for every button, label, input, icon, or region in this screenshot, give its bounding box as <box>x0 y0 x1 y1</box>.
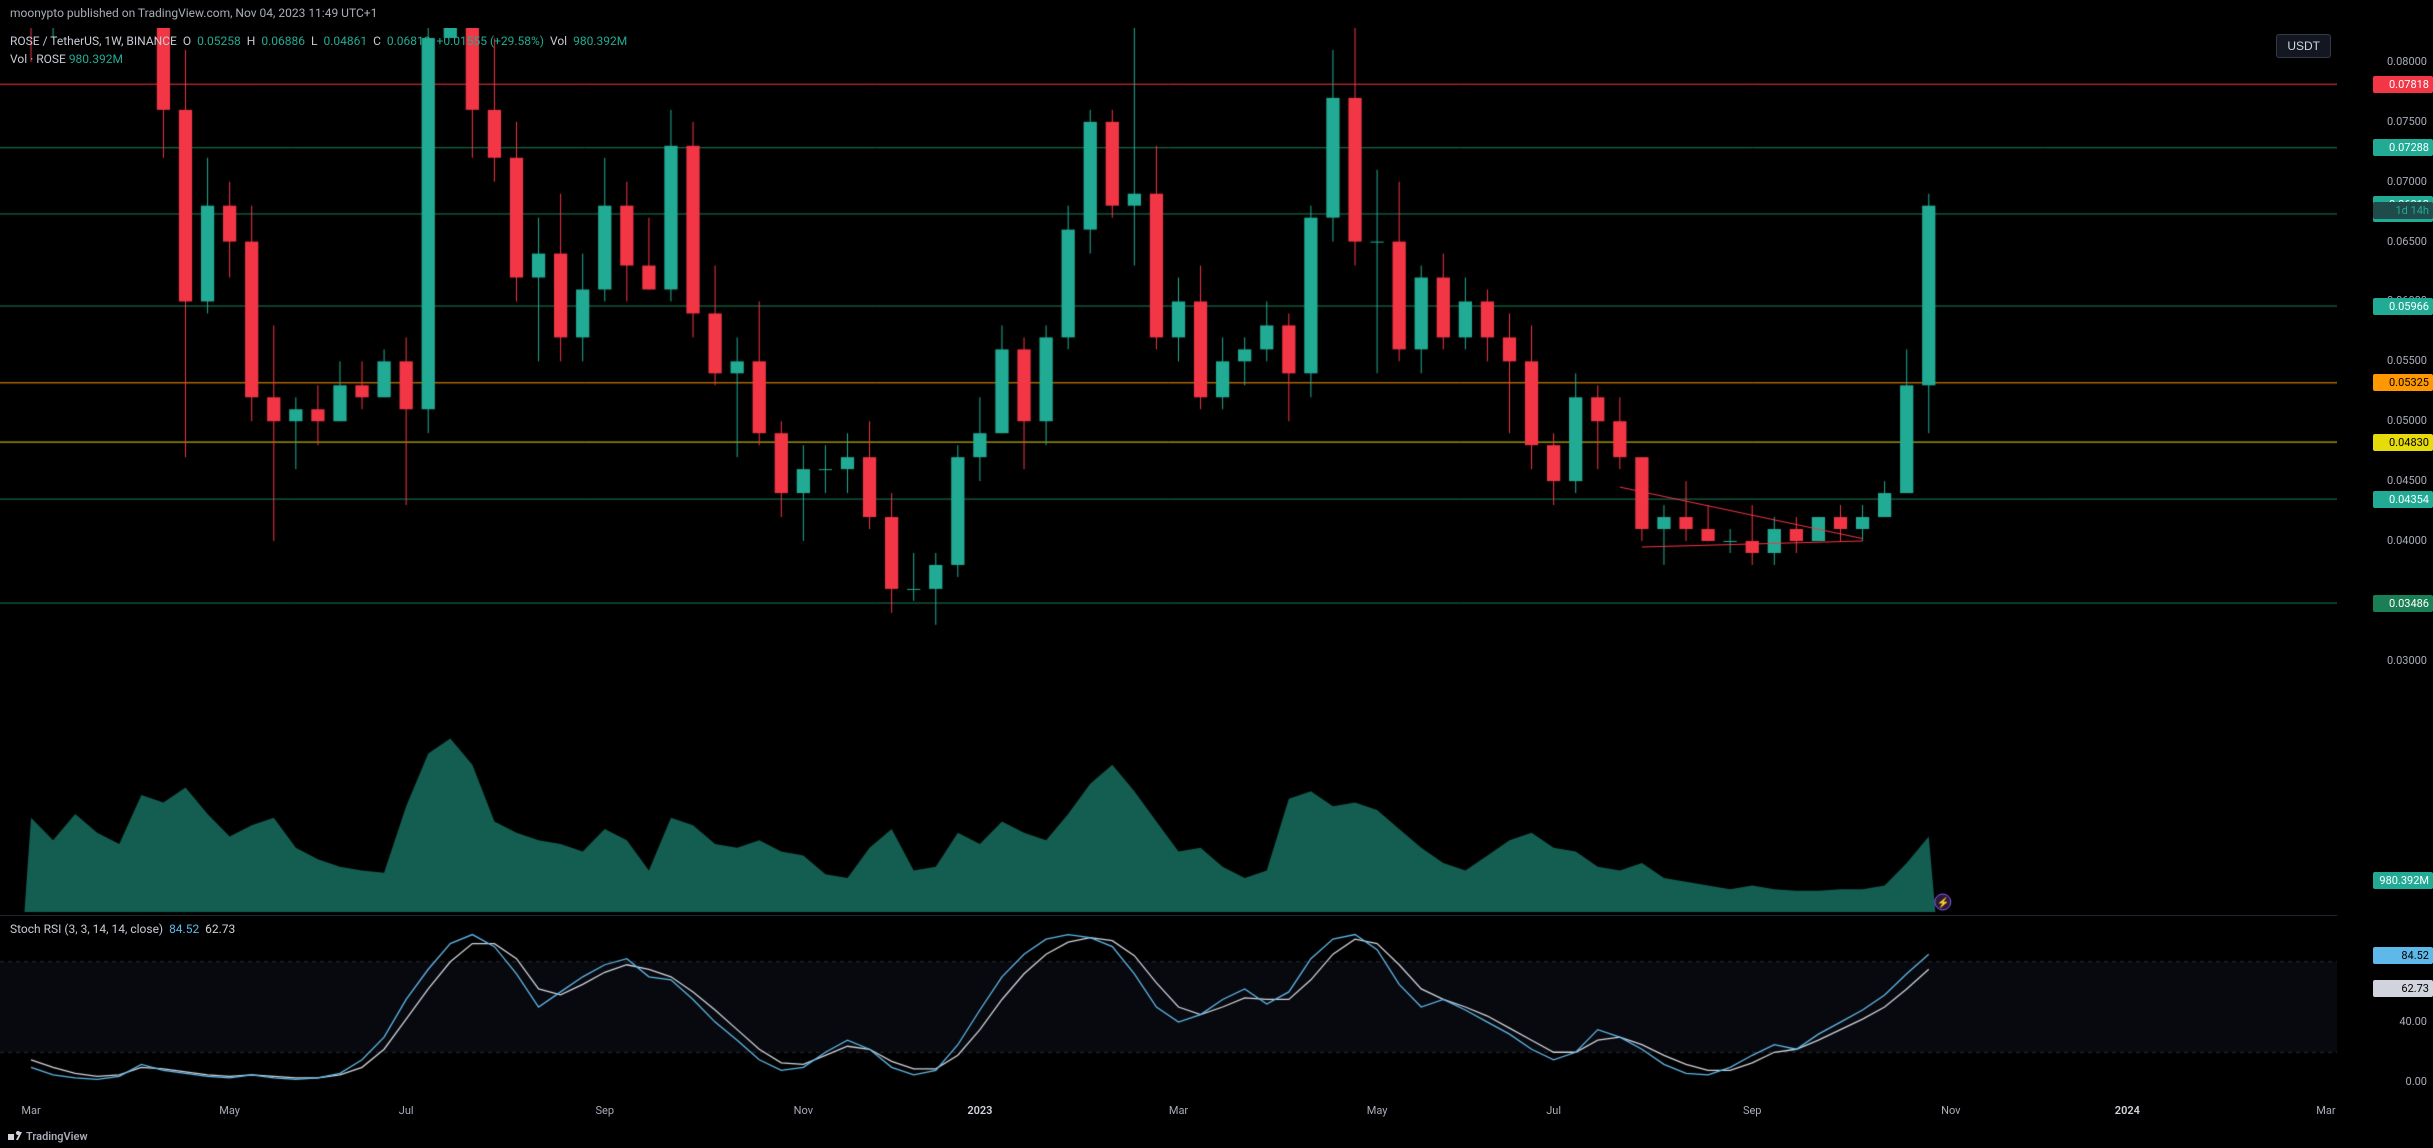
rsi-legend: Stoch RSI (3, 3, 14, 14, close) 84.52 62… <box>10 922 235 936</box>
rsi-tag: 62.73 <box>2373 980 2433 997</box>
y-axis-area[interactable]: 0.080000.075000.070000.065000.060000.055… <box>2337 28 2433 1098</box>
price-tag: 0.04354 <box>2373 491 2433 508</box>
price-tag: 0.05325 <box>2373 374 2433 391</box>
stoch-rsi-pane[interactable]: Stoch RSI (3, 3, 14, 14, close) 84.52 62… <box>0 916 2337 1098</box>
time-tick: Mar <box>21 1104 40 1117</box>
time-tick: May <box>1367 1104 1388 1117</box>
price-tick: 0.07500 <box>2387 115 2427 128</box>
main-chart-pane[interactable]: ROSE / TetherUS, 1W, BINANCE O0.05258 H0… <box>0 28 2337 916</box>
price-tick: 0.05000 <box>2387 414 2427 427</box>
tv-logo-icon <box>8 1129 22 1143</box>
volume-tag: 980.392M <box>2373 872 2433 889</box>
candlestick-canvas[interactable] <box>0 28 2337 916</box>
rsi-axis[interactable]: 40.00 0.00 84.52 62.73 <box>2337 916 2433 1098</box>
price-tick: 0.06500 <box>2387 235 2427 248</box>
time-axis[interactable]: Mar May Jul Sep Nov 2023 Mar May Jul Sep Nov 2024 Ma… <box>0 1098 2337 1124</box>
price-tick: 0.04500 <box>2387 474 2427 487</box>
time-tick: Sep <box>1743 1104 1762 1117</box>
price-tick: 0.04000 <box>2387 534 2427 547</box>
tradingview-logo: TradingView <box>8 1129 88 1143</box>
time-tick: Nov <box>794 1104 813 1117</box>
time-tick: Jul <box>1546 1104 1561 1117</box>
footer: TradingView <box>0 1124 2433 1148</box>
price-tick: 0.07000 <box>2387 175 2427 188</box>
symbol-legend: ROSE / TetherUS, 1W, BINANCE O0.05258 H0… <box>10 34 627 48</box>
price-axis[interactable]: 0.080000.075000.070000.065000.060000.055… <box>2337 28 2433 916</box>
rsi-canvas[interactable] <box>0 916 2337 1098</box>
time-tick: Sep <box>595 1104 614 1117</box>
price-tag: 0.07288 <box>2373 139 2433 156</box>
rsi-tick: 0.00 <box>2406 1075 2427 1088</box>
publish-text: moonypto published on TradingView.com, N… <box>10 6 377 20</box>
publish-header: moonypto published on TradingView.com, N… <box>0 0 2433 28</box>
price-tick: 0.03000 <box>2387 654 2427 667</box>
volume-legend: Vol · ROSE 980.392M <box>10 52 123 66</box>
price-tick: 0.08000 <box>2387 55 2427 68</box>
chart-area[interactable]: ROSE / TetherUS, 1W, BINANCE O0.05258 H0… <box>0 28 2337 1098</box>
price-tag: 0.05966 <box>2373 298 2433 315</box>
time-tick: Mar <box>1169 1104 1188 1117</box>
rsi-tick: 40.00 <box>2399 1015 2427 1028</box>
time-tick: 2024 <box>2115 1104 2140 1117</box>
price-tick: 0.05500 <box>2387 354 2427 367</box>
price-tag: 0.04830 <box>2373 434 2433 451</box>
time-tick: Jul <box>399 1104 414 1117</box>
pair-label: ROSE / TetherUS, 1W, BINANCE <box>10 34 177 48</box>
currency-button[interactable]: USDT <box>2276 34 2331 58</box>
time-tick: 2023 <box>967 1104 992 1117</box>
price-tag: 0.07818 <box>2373 76 2433 93</box>
rsi-tag: 84.52 <box>2373 947 2433 964</box>
time-tick: Mar <box>2316 1104 2335 1117</box>
countdown-tag: 1d 14h <box>2373 202 2433 219</box>
price-tag: 0.03486 <box>2373 595 2433 612</box>
time-tick: May <box>219 1104 240 1117</box>
time-tick: Nov <box>1941 1104 1960 1117</box>
